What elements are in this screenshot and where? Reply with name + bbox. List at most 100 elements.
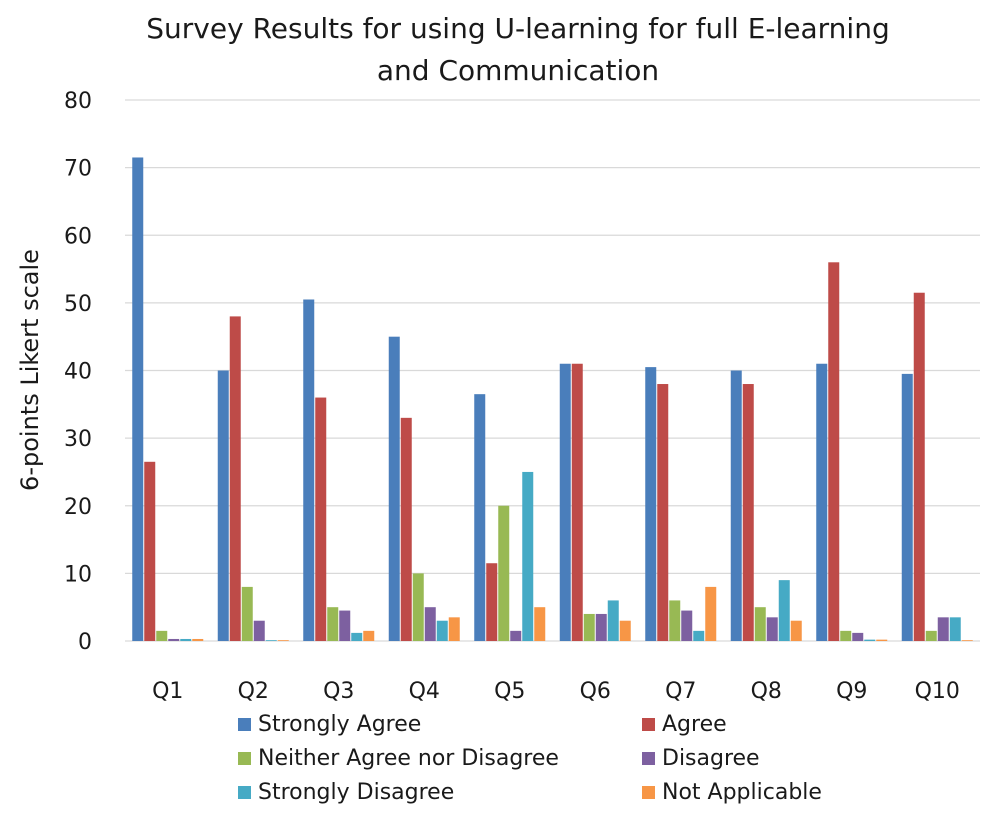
bar-q7-series-3	[669, 600, 681, 641]
legend-label: Agree	[662, 712, 727, 737]
bar-q9-series-4	[852, 632, 864, 641]
x-tick-label: Q6	[580, 679, 611, 704]
x-tick-label: Q8	[751, 679, 782, 704]
bar-q8-series-5	[778, 580, 790, 641]
bar-q1-series-4	[168, 638, 180, 641]
bar-q10-series-6	[961, 640, 973, 641]
bar-q8-series-4	[766, 617, 778, 641]
bar-q8-series-3	[754, 607, 766, 641]
bar-q3-series-3	[327, 607, 339, 641]
bar-q4-series-3	[412, 573, 424, 641]
y-tick-label: 0	[78, 630, 92, 655]
bar-q5-series-2	[486, 563, 498, 641]
legend-swatch	[238, 752, 251, 765]
bar-q9-series-2	[828, 262, 840, 641]
bar-q1-series-6	[192, 638, 204, 641]
bar-q3-series-1	[303, 299, 315, 641]
bar-q1-series-3	[156, 630, 168, 641]
bar-q3-series-6	[363, 630, 375, 641]
chart-title-line-2: and Communication	[377, 54, 659, 87]
x-tick-label: Q2	[238, 679, 269, 704]
legend-label: Not Applicable	[662, 780, 822, 805]
y-tick-label: 60	[64, 224, 92, 249]
bar-q4-series-6	[448, 617, 460, 641]
legend-swatch	[642, 786, 655, 799]
bar-q5-series-5	[522, 471, 534, 641]
x-tick-label: Q5	[494, 679, 525, 704]
bar-q6-series-4	[595, 613, 607, 641]
bar-q7-series-5	[693, 630, 705, 641]
x-tick-label: Q10	[915, 679, 960, 704]
bar-q5-series-6	[534, 607, 546, 641]
y-tick-label: 50	[64, 292, 92, 317]
bar-q2-series-4	[253, 620, 265, 641]
x-tick-label: Q4	[409, 679, 440, 704]
legend-label: Disagree	[662, 746, 760, 771]
bar-q3-series-4	[339, 610, 351, 641]
bar-q8-series-2	[742, 384, 754, 641]
bar-q6-series-6	[619, 620, 631, 641]
legend: Strongly Agree Agree Neither Agree nor Dis…	[238, 712, 822, 805]
y-tick-label: 10	[64, 562, 92, 587]
bar-q1-series-1	[132, 157, 144, 641]
bar-q10-series-3	[925, 630, 937, 641]
bar-q5-series-3	[498, 505, 510, 641]
bar-q2-series-2	[229, 316, 241, 641]
bar-q9-series-3	[840, 630, 852, 641]
y-axis-ticks: 0 10 20 30 40 50 60 70 80	[64, 89, 92, 655]
bar-q6-series-1	[559, 363, 571, 641]
bar-q10-series-5	[949, 617, 961, 641]
bar-q5-series-4	[510, 630, 522, 641]
bar-q4-series-2	[400, 417, 412, 641]
legend-label: Neither Agree nor Disagree	[258, 746, 559, 771]
y-tick-label: 70	[64, 157, 92, 182]
bar-q2-series-3	[241, 586, 253, 641]
legend-label: Strongly Disagree	[258, 780, 454, 805]
bar-q2-series-6	[277, 640, 289, 641]
x-tick-label: Q3	[323, 679, 354, 704]
bar-q10-series-1	[901, 373, 913, 641]
bar-q10-series-2	[913, 292, 925, 641]
chart-title-line-1: Survey Results for using U-learning for …	[146, 12, 889, 45]
bar-q2-series-1	[217, 370, 229, 641]
bar-q1-series-5	[180, 638, 192, 641]
bar-q1-series-2	[144, 461, 156, 641]
y-axis-label: 6-points Likert scale	[16, 249, 44, 491]
bar-q7-series-1	[645, 367, 657, 641]
bar-q3-series-2	[315, 397, 327, 641]
y-tick-label: 20	[64, 495, 92, 520]
y-tick-label: 40	[64, 360, 92, 385]
bar-q7-series-6	[705, 586, 717, 641]
bar-q7-series-4	[681, 610, 693, 641]
legend-label: Strongly Agree	[258, 712, 421, 737]
bar-q3-series-5	[351, 632, 363, 641]
bar-q4-series-1	[388, 336, 400, 641]
grid-lines	[125, 99, 980, 642]
bar-q10-series-4	[937, 617, 949, 641]
legend-swatch	[238, 718, 251, 731]
x-tick-label: Q9	[836, 679, 867, 704]
bar-q5-series-1	[474, 394, 486, 641]
bar-q6-series-3	[583, 613, 595, 641]
bar-q9-series-1	[816, 363, 828, 641]
bar-q6-series-2	[571, 363, 583, 641]
bars	[132, 157, 973, 641]
bar-q9-series-6	[876, 639, 888, 641]
bar-q7-series-2	[657, 384, 669, 641]
y-tick-label: 30	[64, 427, 92, 452]
bar-q2-series-5	[265, 640, 277, 641]
legend-swatch	[238, 786, 251, 799]
x-tick-label: Q1	[152, 679, 183, 704]
bar-q9-series-5	[864, 639, 876, 641]
legend-swatch	[642, 752, 655, 765]
x-axis-ticks: Q1 Q2 Q3 Q4 Q5 Q6 Q7 Q8 Q9 Q10	[152, 679, 960, 704]
bar-q6-series-5	[607, 600, 619, 641]
bar-q8-series-1	[730, 370, 742, 641]
y-tick-label: 80	[64, 89, 92, 114]
bar-q4-series-4	[424, 607, 436, 641]
bar-q4-series-5	[436, 620, 448, 641]
bar-q8-series-6	[790, 620, 802, 641]
legend-swatch	[642, 718, 655, 731]
x-tick-label: Q7	[665, 679, 696, 704]
